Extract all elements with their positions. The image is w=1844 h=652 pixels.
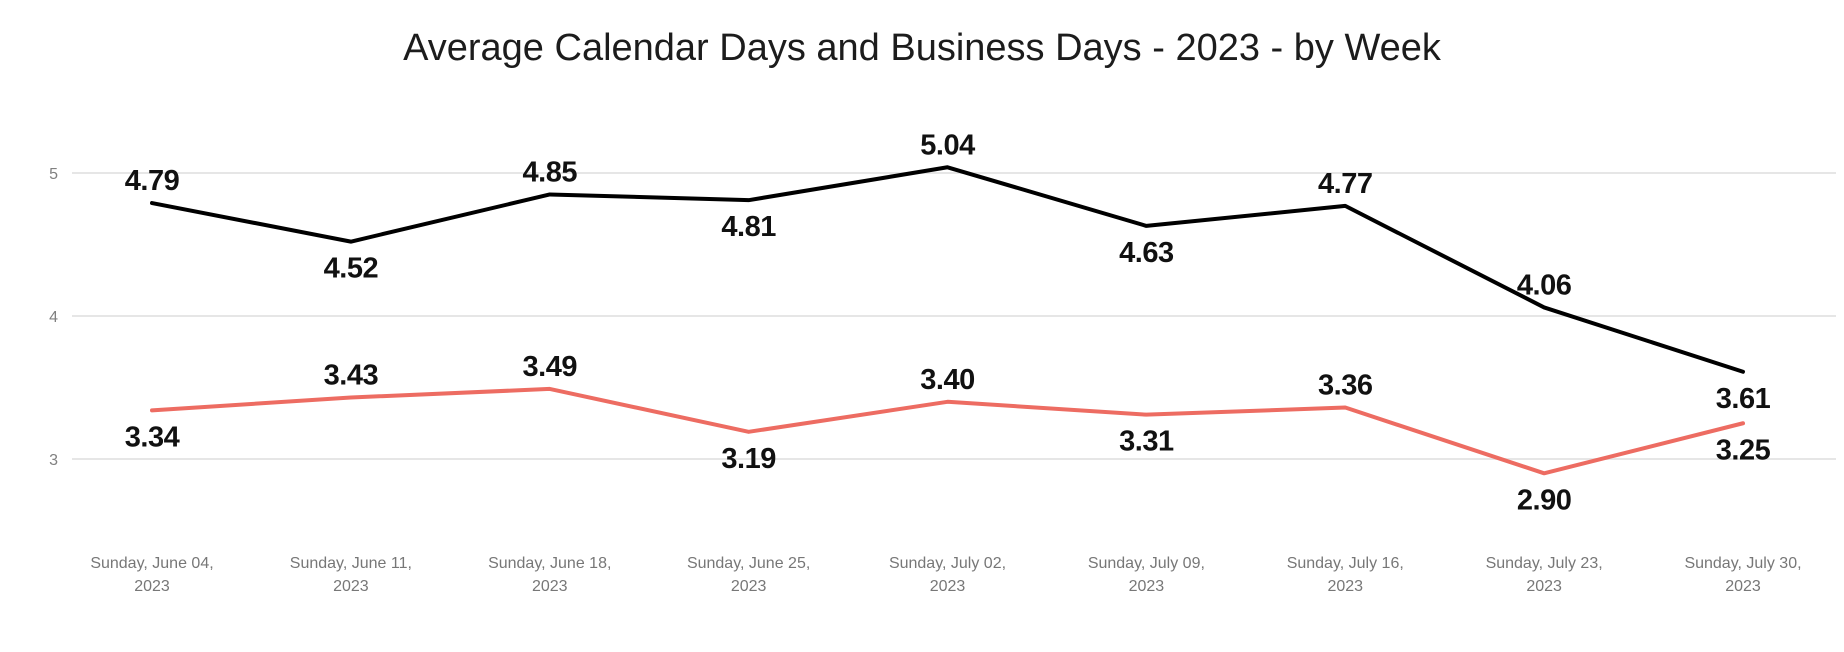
series-line-business-days[interactable] [150,386,1745,476]
x-axis-label-line1: Sunday, July 09, [1088,555,1205,572]
data-point-calendar-days-5[interactable] [1136,216,1156,236]
y-axis-labels-group: 3 4 5 [49,166,58,469]
data-point-calendar-days-3[interactable] [739,190,759,210]
data-label-business-days-7: 2.90 [1517,484,1571,516]
data-label-calendar-days-1: 4.52 [324,253,378,285]
data-point-business-days-3[interactable] [739,422,759,442]
x-axis-label-line2: 2023 [532,578,568,595]
x-axis-labels-group: Sunday, June 04, 2023 Sunday, June 11, 2023… [90,555,1801,595]
data-point-business-days-7[interactable] [1534,463,1554,483]
data-label-calendar-days-5: 4.63 [1119,237,1174,269]
x-axis-label-line2: 2023 [1327,578,1363,595]
data-label-business-days-4: 3.40 [920,364,974,396]
data-label-business-days-6: 3.36 [1318,370,1373,402]
x-axis-label-line1: Sunday, June 04, [90,555,213,572]
data-label-business-days-3: 3.19 [721,443,776,475]
chart-title: Average Calendar Days and Business Days … [403,27,1442,69]
x-axis-label-line2: 2023 [333,578,369,595]
y-tick-label: 3 [49,452,58,469]
data-label-calendar-days-0: 4.79 [125,165,180,197]
x-axis-label-line1: Sunday, July 16, [1287,555,1404,572]
data-label-calendar-days-2: 4.85 [523,156,578,188]
y-tick-label: 4 [49,309,58,326]
data-label-business-days-1: 3.43 [324,360,379,392]
x-axis-label-line2: 2023 [134,578,170,595]
x-axis-label-line2: 2023 [1526,578,1562,595]
data-label-business-days-2: 3.49 [523,351,578,383]
y-tick-label: 5 [49,166,58,183]
data-label-calendar-days-3: 4.81 [721,211,776,243]
data-label-business-days-0: 3.34 [125,421,180,453]
series-group [142,165,1753,483]
data-label-calendar-days-4: 5.04 [920,129,975,161]
x-axis-label-line1: Sunday, June 25, [687,555,810,572]
data-point-business-days-8[interactable] [1733,413,1753,433]
gridlines-group [72,172,1836,460]
x-axis-label-line1: Sunday, June 11, [290,555,412,572]
data-label-calendar-days-8: 3.61 [1716,383,1771,415]
data-point-calendar-days-1[interactable] [341,232,361,252]
x-axis-label-line2: 2023 [1725,578,1761,595]
data-label-calendar-days-7: 4.06 [1517,269,1572,301]
data-label-business-days-5: 3.31 [1119,426,1174,458]
data-point-business-days-5[interactable] [1136,405,1156,425]
data-point-business-days-0[interactable] [142,400,162,420]
x-axis-label-line2: 2023 [930,578,966,595]
data-labels-group: 4.79 4.52 4.85 4.81 5.04 4.63 4.77 4.06 3.61 3.34… [125,129,1771,516]
x-axis-label-line1: Sunday, June 18, [488,555,611,572]
data-label-calendar-days-6: 4.77 [1318,168,1372,200]
x-axis-label-line1: Sunday, July 30, [1684,555,1801,572]
x-axis-label-line1: Sunday, July 02, [889,555,1006,572]
x-axis-label-line2: 2023 [731,578,767,595]
x-axis-label-line2: 2023 [1129,578,1165,595]
series-line-calendar-days[interactable] [150,165,1745,374]
data-point-calendar-days-8[interactable] [1733,362,1753,382]
data-label-business-days-8: 3.25 [1716,434,1771,466]
x-axis-label-line1: Sunday, July 23, [1486,555,1603,572]
